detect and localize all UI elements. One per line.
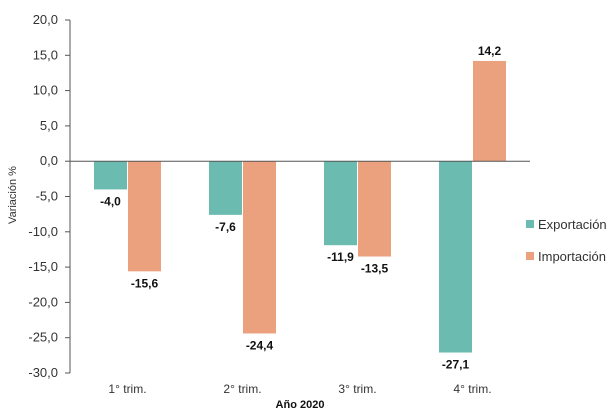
x-tick-label: 1° trim. bbox=[108, 382, 146, 396]
data-label: -24,4 bbox=[246, 338, 274, 352]
y-tick-label: 5,0 bbox=[40, 118, 58, 133]
y-tick-label: 10,0 bbox=[33, 83, 58, 98]
y-tick-label: 15,0 bbox=[33, 47, 58, 62]
data-label: 14,2 bbox=[478, 44, 502, 58]
y-tick-label: -30,0 bbox=[28, 365, 58, 380]
bar-exportacion bbox=[94, 161, 127, 190]
y-tick-label: -10,0 bbox=[28, 224, 58, 239]
data-label: -27,1 bbox=[442, 358, 470, 372]
bars bbox=[94, 60, 506, 353]
legend-label: Exportación bbox=[538, 217, 607, 232]
bar-importacion bbox=[358, 161, 391, 257]
data-labels: -4,0 -15,6 -7,6 -24,4 -11,9 -13,5 -27,1 14,2 bbox=[100, 44, 501, 372]
x-axis: 1° trim. 2° trim. 3° trim. 4° trim. bbox=[70, 160, 530, 396]
data-label: -11,9 bbox=[327, 250, 354, 264]
x-axis-title: Año 2020 bbox=[276, 399, 325, 411]
x-tick-label: 3° trim. bbox=[338, 382, 376, 396]
data-label: -7,6 bbox=[215, 220, 236, 234]
y-tick-label: 0,0 bbox=[40, 153, 58, 168]
legend-label: Importación bbox=[538, 249, 606, 264]
y-tick-label: -15,0 bbox=[28, 259, 58, 274]
legend-swatch bbox=[526, 252, 534, 260]
bar-exportacion bbox=[209, 161, 242, 215]
data-label: -13,5 bbox=[361, 262, 389, 276]
bar-importacion bbox=[128, 161, 161, 272]
y-tick-label: -5,0 bbox=[36, 189, 58, 204]
bar-exportacion bbox=[324, 161, 357, 246]
y-axis-title: Variación % bbox=[7, 166, 19, 224]
x-tick-label: 4° trim. bbox=[453, 382, 491, 396]
y-axis: 20,0 15,0 10,0 5,0 0,0 -5,0 -10,0 -15,0 -20,0 -25… bbox=[28, 12, 71, 380]
legend: Exportación Importación bbox=[526, 217, 607, 264]
bar-importacion bbox=[473, 60, 506, 162]
y-tick-label: 20,0 bbox=[33, 12, 58, 27]
data-label: -15,6 bbox=[131, 276, 159, 290]
data-label: -4,0 bbox=[100, 194, 121, 208]
legend-swatch bbox=[526, 220, 534, 228]
bar-exportacion bbox=[439, 161, 472, 353]
x-tick-label: 2° trim. bbox=[223, 382, 261, 396]
y-tick-label: -20,0 bbox=[28, 294, 58, 309]
y-tick-label: -25,0 bbox=[28, 330, 58, 345]
bar-importacion bbox=[243, 161, 276, 334]
